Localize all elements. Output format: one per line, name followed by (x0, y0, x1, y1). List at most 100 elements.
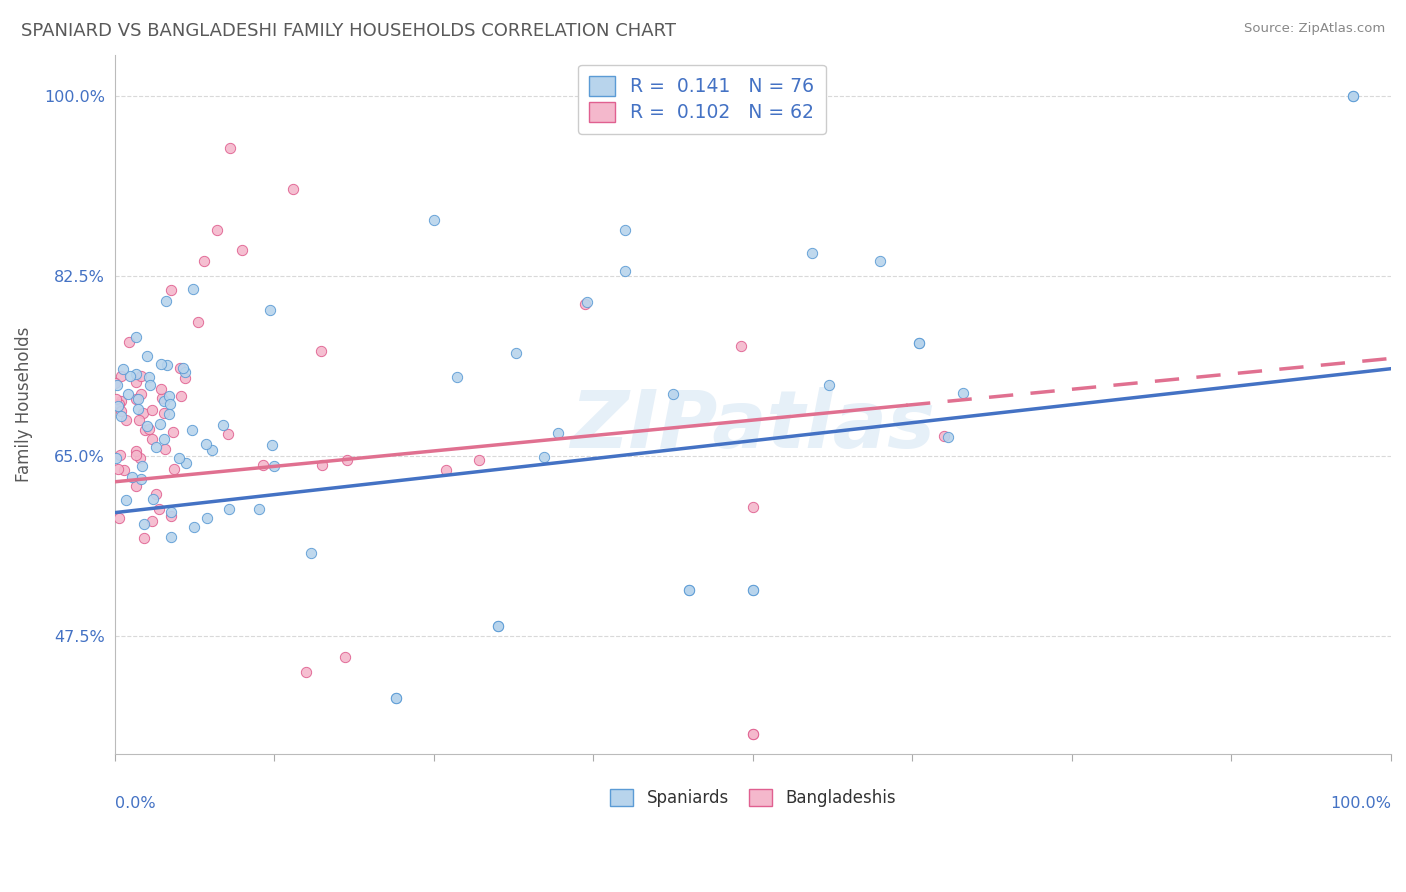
Point (195, 511, 218, 525)
Point (333, 649, 356, 664)
Point (614, 264, 637, 278)
Point (384, 690, 406, 705)
Point (181, 282, 204, 296)
Point (115, 493, 138, 508)
Point (111, 361, 134, 376)
Point (159, 397, 181, 411)
Point (152, 394, 174, 409)
Point (127, 402, 149, 417)
Point (283, 182, 305, 196)
Point (252, 458, 274, 473)
Point (163, 462, 186, 476)
Point (952, 386, 974, 401)
Point (187, 314, 209, 328)
Text: ZIPatlas: ZIPatlas (571, 386, 935, 465)
Point (138, 422, 160, 436)
Point (263, 459, 285, 474)
Point (174, 456, 197, 470)
Point (150, 357, 173, 371)
Point (125, 478, 148, 492)
Point (336, 452, 359, 467)
Point (247, 502, 270, 516)
Point (134, 424, 156, 438)
Point (159, 389, 181, 403)
Point (260, 438, 283, 452)
Point (104, 451, 127, 466)
Point (218, 141, 240, 155)
Point (662, 386, 685, 401)
Point (131, 405, 153, 419)
Point (110, 404, 132, 418)
Point (125, 367, 148, 381)
Point (141, 403, 163, 417)
Point (678, 582, 700, 597)
Point (547, 426, 569, 441)
Point (201, 442, 224, 457)
Text: Source: ZipAtlas.com: Source: ZipAtlas.com (1244, 22, 1385, 36)
Point (818, 377, 841, 392)
Point (128, 413, 150, 427)
Point (105, 378, 128, 392)
Point (134, 532, 156, 546)
Point (110, 393, 132, 408)
Point (145, 487, 167, 501)
Point (423, 212, 446, 227)
Point (125, 444, 148, 458)
Point (157, 407, 180, 421)
Point (152, 406, 174, 420)
Point (217, 426, 239, 441)
Point (468, 453, 491, 467)
Point (742, 726, 765, 740)
Point (132, 516, 155, 531)
Point (150, 391, 173, 405)
Point (211, 418, 233, 433)
Point (162, 425, 184, 439)
Point (129, 369, 152, 384)
Point (486, 618, 509, 632)
Point (160, 508, 183, 523)
Point (121, 470, 143, 484)
Point (129, 472, 152, 486)
Point (295, 665, 318, 679)
Point (125, 330, 148, 344)
Point (139, 377, 162, 392)
Point (110, 409, 132, 423)
Point (1341, 89, 1364, 103)
Point (869, 253, 891, 268)
Point (614, 223, 637, 237)
Point (120, 368, 142, 383)
Point (193, 253, 215, 268)
Point (299, 546, 322, 560)
Point (112, 463, 135, 477)
Point (742, 726, 765, 740)
Point (141, 432, 163, 446)
Point (231, 244, 253, 258)
Point (127, 392, 149, 406)
Point (115, 413, 138, 427)
Point (148, 502, 170, 516)
Point (172, 360, 194, 375)
Point (159, 284, 181, 298)
Point (108, 511, 131, 525)
Point (446, 369, 468, 384)
Point (1341, 89, 1364, 103)
Point (160, 530, 183, 544)
Point (155, 293, 177, 308)
Point (169, 389, 191, 403)
Point (136, 350, 159, 364)
Point (434, 463, 457, 477)
Point (159, 505, 181, 519)
Point (742, 582, 765, 597)
Point (533, 450, 555, 464)
Point (181, 423, 204, 437)
Point (174, 365, 197, 379)
Point (907, 336, 929, 351)
Point (149, 382, 172, 396)
Point (169, 360, 191, 375)
Point (486, 618, 509, 632)
Point (104, 392, 127, 406)
Point (574, 297, 596, 311)
Point (131, 459, 153, 474)
Point (104, 376, 127, 390)
Point (125, 448, 148, 462)
